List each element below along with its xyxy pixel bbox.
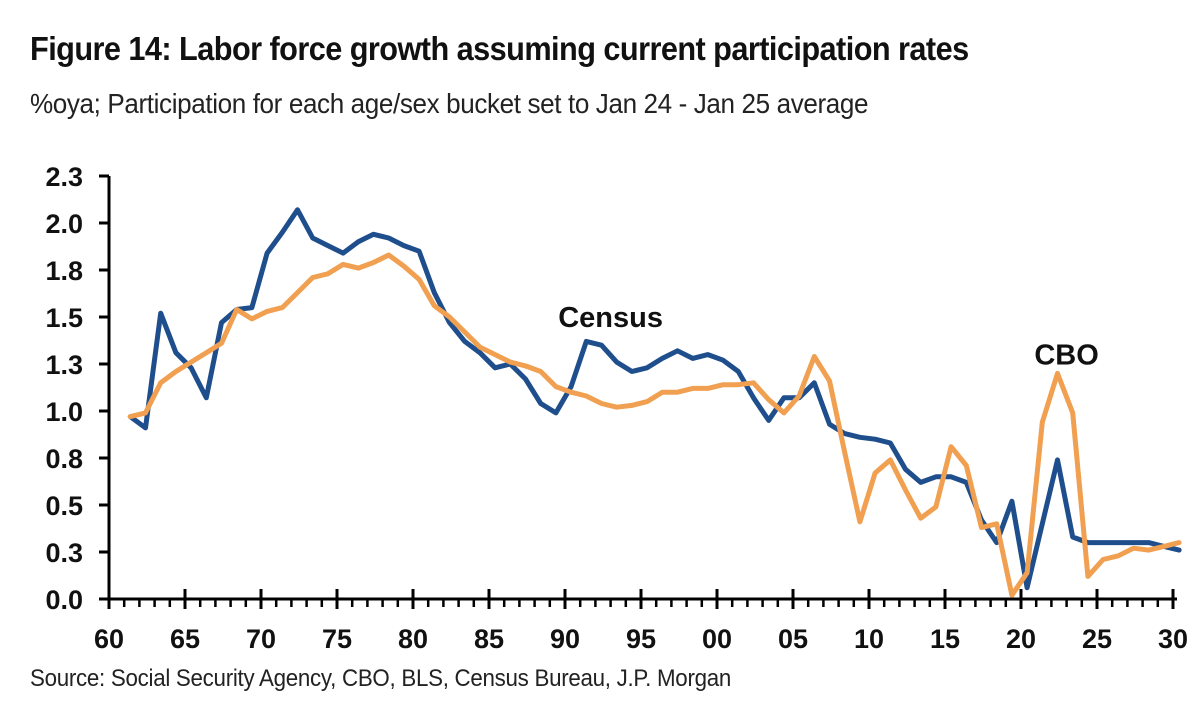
annotation-cbo: CBO xyxy=(1034,340,1098,372)
x-tick-label: 85 xyxy=(474,624,504,654)
x-tick-label: 00 xyxy=(702,624,732,654)
series-line-cbo xyxy=(127,252,1182,598)
x-tick-label: 20 xyxy=(1006,624,1036,654)
y-tick-label: 1.8 xyxy=(45,256,83,286)
x-tick-label: 60 xyxy=(94,624,124,654)
y-tick-label: 2.0 xyxy=(45,209,83,239)
y-axis-ticks: 0.0 0.3 0.5 0.8 1.0 1.3 1.5 1.8 2.0 2.3 xyxy=(45,162,109,615)
x-axis-ticks: 60 65 70 75 80 85 90 95 00 05 10 15 20 25 30 xyxy=(94,589,1188,654)
y-tick-label: 0.3 xyxy=(45,538,83,568)
series-group xyxy=(127,207,1182,598)
x-tick-label: 65 xyxy=(170,624,200,654)
x-tick-label: 80 xyxy=(398,624,428,654)
x-tick-label: 05 xyxy=(778,624,808,654)
y-tick-label: 2.3 xyxy=(45,162,83,192)
source-note: Source: Social Security Agency, CBO, BLS… xyxy=(30,665,732,692)
x-tick-label: 15 xyxy=(930,624,960,654)
y-tick-label: 1.0 xyxy=(45,397,83,427)
annotation-census: Census xyxy=(558,302,663,334)
x-tick-label: 75 xyxy=(322,624,352,654)
figure-title: Figure 14: Labor force growth assuming c… xyxy=(30,30,969,67)
x-tick-label: 70 xyxy=(246,624,276,654)
y-tick-label: 1.3 xyxy=(45,350,83,380)
y-tick-label: 0.0 xyxy=(45,585,83,615)
x-tick-label: 95 xyxy=(626,624,656,654)
x-tick-label: 10 xyxy=(854,624,884,654)
series-line-census xyxy=(127,207,1182,591)
y-tick-label: 1.5 xyxy=(45,303,83,333)
y-tick-label: 0.8 xyxy=(45,444,83,474)
figure-subtitle: %oya; Participation for each age/sex buc… xyxy=(30,88,869,119)
y-tick-label: 0.5 xyxy=(45,491,83,521)
axes xyxy=(99,176,1177,601)
x-tick-label: 30 xyxy=(1158,624,1188,654)
x-tick-label: 90 xyxy=(550,624,580,654)
annotations: Census CBO xyxy=(558,302,1099,372)
x-tick-label: 25 xyxy=(1082,624,1112,654)
